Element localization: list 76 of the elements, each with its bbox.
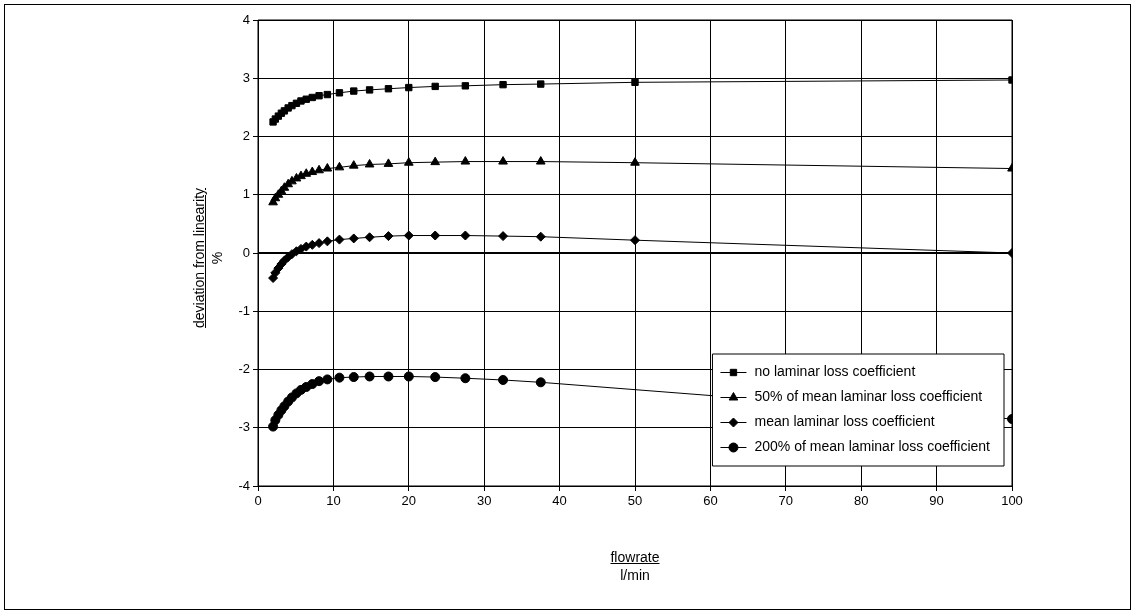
x-tick-label: 100 — [1001, 493, 1023, 509]
y-tick-label: 0 — [242, 244, 250, 260]
point — [334, 161, 345, 171]
y-axis-title: deviation from linearity % — [190, 186, 226, 331]
point — [460, 230, 471, 241]
point — [323, 90, 332, 99]
point — [498, 374, 509, 385]
point — [384, 85, 393, 93]
point — [314, 164, 324, 174]
x-axis-title: flowrate l/min — [609, 548, 661, 584]
point — [350, 87, 358, 95]
point — [348, 372, 359, 383]
point — [365, 86, 374, 94]
point — [535, 156, 546, 165]
x-tick-label: 40 — [552, 493, 567, 509]
point — [537, 80, 545, 88]
point — [315, 92, 323, 100]
point — [383, 231, 394, 242]
x-tick-label: 80 — [853, 493, 869, 509]
point — [364, 232, 375, 243]
point — [403, 230, 414, 241]
point — [383, 371, 394, 382]
x-tick-label: 50 — [627, 493, 643, 509]
point — [498, 231, 509, 242]
point — [430, 372, 441, 383]
point — [322, 163, 333, 172]
y-tick-label: -1 — [238, 302, 250, 318]
x-tick-label: 30 — [476, 493, 492, 509]
point — [535, 377, 546, 388]
x-tick-label: 90 — [929, 493, 944, 509]
point — [461, 82, 470, 90]
point — [348, 160, 359, 169]
legend-label: mean laminar loss coefficient — [754, 413, 935, 430]
point — [403, 157, 414, 166]
point — [364, 158, 375, 168]
point — [630, 157, 640, 166]
point — [322, 374, 333, 385]
point — [301, 168, 312, 177]
y-tick-label: -3 — [238, 419, 250, 435]
point — [535, 231, 546, 242]
y-tick-label: 2 — [242, 128, 250, 144]
point — [630, 235, 640, 246]
point — [268, 196, 278, 206]
point — [335, 89, 344, 97]
x-tick-label: 20 — [401, 493, 417, 509]
x-tick-label: 60 — [703, 493, 718, 509]
point — [314, 238, 325, 249]
point — [383, 158, 394, 167]
legend-label: 50% of mean laminar loss coefficient — [754, 388, 983, 405]
y-tick-label: 1 — [242, 186, 250, 202]
point — [348, 233, 359, 244]
y-tick-label: -4 — [238, 477, 250, 493]
y-tick-label: 3 — [242, 69, 250, 85]
x-tick-label: 70 — [778, 493, 794, 509]
legend-label: 200% of mean laminar loss coefficient — [754, 438, 991, 455]
point — [430, 230, 441, 241]
point — [460, 373, 471, 384]
point — [499, 80, 507, 89]
x-tick-label: 0 — [254, 493, 262, 509]
point — [403, 371, 414, 382]
point — [334, 234, 345, 245]
point — [268, 421, 279, 432]
point — [405, 83, 413, 92]
point — [431, 82, 439, 91]
point — [460, 156, 471, 165]
point — [364, 371, 375, 382]
point — [334, 372, 345, 383]
y-tick-label: 4 — [242, 11, 250, 27]
legend-label: no laminar loss coefficient — [754, 363, 916, 380]
x-tick-label: 10 — [326, 493, 341, 509]
point — [631, 78, 639, 87]
point — [498, 156, 508, 165]
point — [322, 236, 333, 247]
point — [268, 273, 279, 284]
y-tick-label: -2 — [238, 361, 250, 377]
point — [430, 156, 441, 166]
